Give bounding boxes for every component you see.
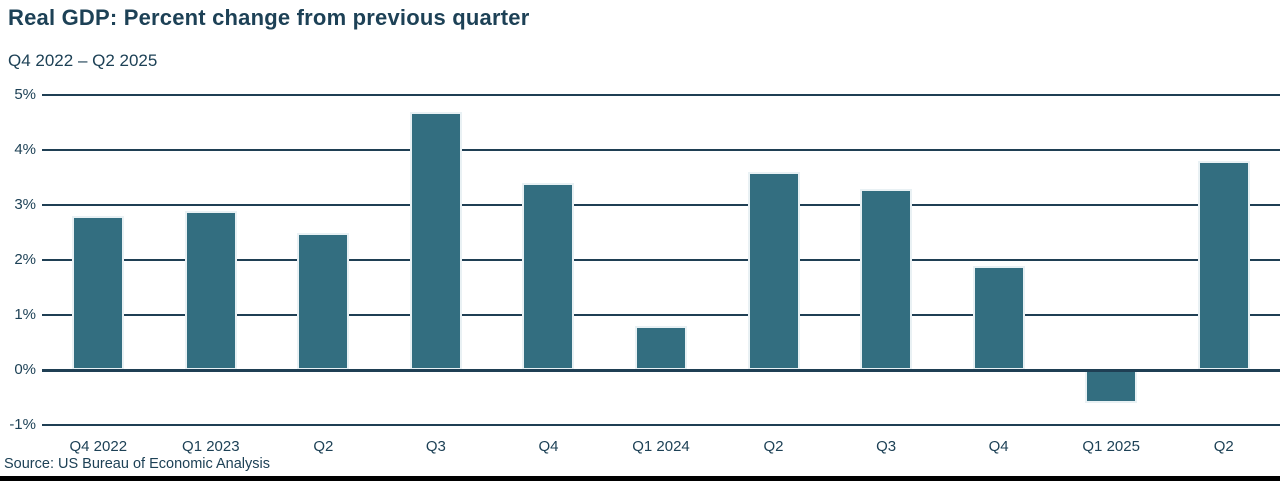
y-axis-label--1%: -1% [9, 416, 36, 433]
bar-q3-3 [409, 111, 462, 370]
y-axis-label-0%: 0% [14, 361, 36, 378]
x-axis-label-q4-4: Q4 [538, 438, 559, 455]
bar-q2-2 [297, 232, 350, 370]
bar-q3-7 [860, 188, 913, 370]
bar-q2-10 [1197, 161, 1250, 370]
y-axis-label-3%: 3% [14, 196, 36, 213]
bar-q4-8 [972, 265, 1025, 370]
source-note: Source: US Bureau of Economic Analysis [4, 456, 270, 472]
bar-q4-4 [522, 183, 575, 370]
x-axis-label-q2-6: Q2 [763, 438, 784, 455]
bar-q4-2022-0 [72, 216, 125, 370]
gridline--1% [42, 424, 1280, 426]
chart-subtitle: Q4 2022 – Q2 2025 [8, 51, 158, 70]
x-axis-label-q3-3: Q3 [425, 438, 446, 455]
gridline-5% [42, 94, 1280, 96]
bar-q2-6 [747, 172, 800, 370]
y-axis-label-4%: 4% [14, 141, 36, 158]
x-axis-label-q4-8: Q4 [988, 438, 1009, 455]
y-axis-label-5%: 5% [14, 86, 36, 103]
x-axis-label-q3-7: Q3 [876, 438, 897, 455]
x-axis-label-q1-2024-5: Q1 2024 [632, 438, 690, 455]
bar-q1-2024-5 [635, 326, 687, 370]
gridline-2% [42, 259, 1280, 261]
gridline-3% [42, 204, 1280, 206]
x-axis-label-q4-2022-0: Q4 2022 [69, 438, 128, 455]
y-axis-label-1%: 1% [14, 306, 36, 323]
x-axis-label-q2-2: Q2 [313, 438, 334, 455]
chart-title: Real GDP: Percent change from previous q… [8, 5, 530, 30]
gridline-1% [42, 314, 1280, 316]
x-axis-label-q1-2023-1: Q1 2023 [182, 438, 240, 455]
bar-q1-2025-9 [1085, 370, 1138, 403]
y-axis-label-2%: 2% [14, 251, 36, 268]
x-axis-label-q1-2025-9: Q1 2025 [1082, 438, 1140, 455]
bottom-black-bar [0, 476, 1280, 481]
zero-baseline [42, 369, 1280, 372]
bar-q1-2023-1 [184, 210, 237, 370]
gridline-4% [42, 149, 1280, 151]
x-axis-label-q2-10: Q2 [1213, 438, 1234, 455]
